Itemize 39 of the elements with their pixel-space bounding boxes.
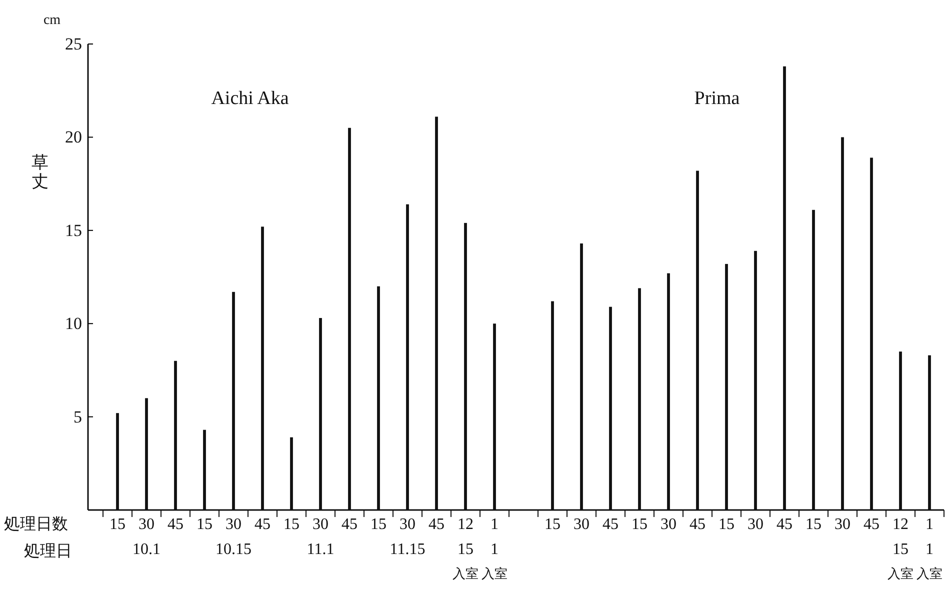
x-tick-label: 30 xyxy=(748,516,764,533)
x-tick-label: 1 1 入室 xyxy=(916,516,942,581)
x-tick-label: 15 xyxy=(284,516,300,533)
y-tick-label: 5 xyxy=(74,407,82,426)
x-tick-label: 30 xyxy=(574,516,590,533)
x-tick-label: 45 xyxy=(690,516,706,533)
annotation: Aichi Aka xyxy=(211,88,290,109)
x-tick-label: 45 xyxy=(864,516,880,533)
x-tick-label: 45 xyxy=(342,516,358,533)
x-tick-label: 15 xyxy=(544,516,560,533)
x-tick-label: 15 xyxy=(718,516,734,533)
x-tick-label: 30 11.15 xyxy=(390,516,426,558)
x-tick-label: 15 xyxy=(370,516,386,533)
x-tick-label: 30 xyxy=(660,516,676,533)
x-tick-label: 45 xyxy=(602,516,618,533)
x-tick-label: 30 10.15 xyxy=(216,516,252,558)
x-tick-label: 1 1 入室 xyxy=(482,516,508,581)
x-tick-label: 15 xyxy=(806,516,822,533)
x-tick-label: 12 15 入室 xyxy=(888,516,914,581)
x-tick-label: 45 xyxy=(254,516,270,533)
x-tick-label: 15 xyxy=(196,516,212,533)
annotation: Prima xyxy=(694,88,740,109)
x-tick-label: 15 xyxy=(632,516,648,533)
x-tick-label: 45 xyxy=(428,516,444,533)
text: 処理日 xyxy=(24,543,72,560)
y-tick-label: 20 xyxy=(65,128,82,147)
y-axis-title: 草丈 xyxy=(32,153,48,191)
y-tick-label: 25 xyxy=(65,34,82,54)
x-tick-label: 30 10.1 xyxy=(132,516,160,558)
x-tick-label: 45 xyxy=(776,516,792,533)
x-tick-label: 30 11.1 xyxy=(306,516,334,558)
x-tick-label: 15 xyxy=(110,516,126,533)
x-tick-label: 45 xyxy=(168,516,184,533)
x-tick-label: 12 15 入室 xyxy=(452,516,478,581)
text: 処理日数 xyxy=(4,516,68,533)
text: cm xyxy=(43,13,61,28)
x-tick-label: 30 xyxy=(834,516,850,533)
y-tick-label: 15 xyxy=(65,220,82,240)
y-tick-label: 10 xyxy=(65,314,82,334)
